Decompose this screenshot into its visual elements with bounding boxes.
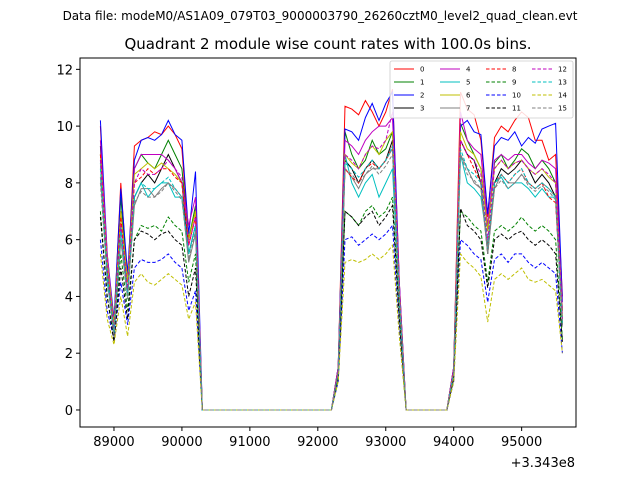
series-line-11 bbox=[99, 203, 563, 411]
legend-label-9: 9 bbox=[512, 79, 516, 87]
legend-label-0: 0 bbox=[420, 66, 424, 74]
series-line-10 bbox=[99, 224, 563, 411]
series-line-2 bbox=[99, 90, 563, 411]
x-tick-label: 90000 bbox=[161, 435, 202, 450]
legend-label-15: 15 bbox=[558, 105, 567, 113]
series-line-4 bbox=[99, 111, 563, 411]
legend-label-3: 3 bbox=[420, 105, 424, 113]
y-tick-label: 10 bbox=[56, 120, 73, 135]
legend-label-10: 10 bbox=[512, 92, 521, 100]
series-line-15 bbox=[99, 152, 563, 411]
plot-lines bbox=[99, 89, 563, 411]
axes-frame bbox=[79, 57, 577, 428]
legend-label-8: 8 bbox=[512, 66, 516, 74]
legend-label-11: 11 bbox=[512, 105, 521, 113]
series-line-12 bbox=[99, 111, 563, 411]
data-file-caption: Data file: modeM0/AS1A09_079T03_90000037… bbox=[63, 9, 578, 23]
legend-box bbox=[389, 60, 574, 119]
y-axis: 0 2 4 6 8 10 12 bbox=[56, 63, 80, 419]
series-line-0 bbox=[99, 89, 563, 411]
legend-label-14: 14 bbox=[558, 92, 567, 100]
series-line-6 bbox=[99, 130, 563, 411]
chart-title: Quadrant 2 module wise count rates with … bbox=[124, 35, 531, 53]
x-tick-label: 93000 bbox=[365, 435, 406, 450]
series-line-13 bbox=[99, 145, 563, 411]
x-tick-label: 94000 bbox=[433, 435, 474, 450]
legend-label-6: 6 bbox=[466, 92, 471, 100]
legend-label-4: 4 bbox=[466, 66, 471, 74]
legend-label-7: 7 bbox=[466, 105, 470, 113]
legend-label-5: 5 bbox=[466, 79, 470, 87]
y-tick-label: 0 bbox=[65, 404, 73, 419]
series-line-7 bbox=[99, 147, 563, 411]
legend-label-12: 12 bbox=[558, 66, 567, 74]
y-tick-label: 12 bbox=[56, 63, 73, 78]
y-tick-label: 4 bbox=[65, 290, 73, 305]
x-tick-label: 89000 bbox=[93, 435, 134, 450]
x-axis: 89000 90000 91000 92000 93000 94000 95000 bbox=[93, 427, 542, 450]
y-tick-label: 2 bbox=[65, 347, 73, 362]
x-tick-label: 92000 bbox=[297, 435, 338, 450]
legend-label-1: 1 bbox=[420, 79, 424, 87]
legend-label-13: 13 bbox=[558, 79, 567, 87]
x-offset-text: +3.343e8 bbox=[511, 456, 575, 471]
y-tick-label: 6 bbox=[65, 234, 73, 249]
series-line-14 bbox=[99, 243, 563, 411]
legend-label-2: 2 bbox=[420, 92, 424, 100]
series-line-9 bbox=[99, 196, 563, 411]
x-tick-label: 95000 bbox=[501, 435, 542, 450]
y-tick-label: 8 bbox=[65, 177, 73, 192]
x-tick-label: 91000 bbox=[229, 435, 270, 450]
